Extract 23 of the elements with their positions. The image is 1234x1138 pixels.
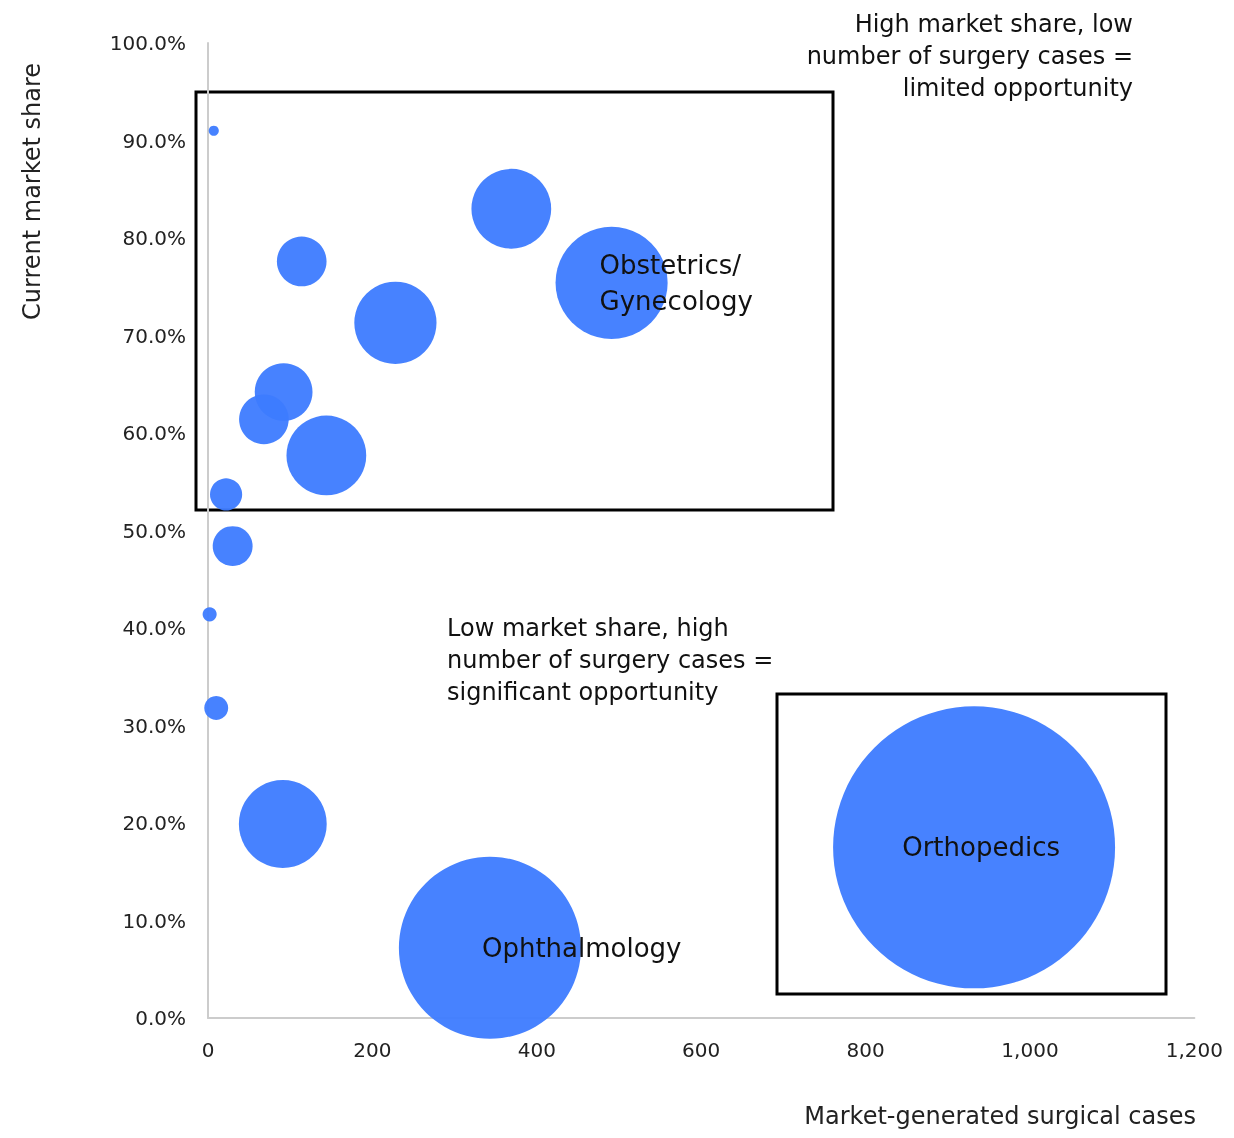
y-tick-label: 50.0% [122,518,186,543]
y-tick-label: 40.0% [122,616,186,640]
y-tick-label: 30.0% [122,713,186,738]
y-tick-label: 80.0% [122,226,186,250]
x-tick-label: 800 [846,1038,885,1062]
y-tick-label: 100.0% [109,31,186,55]
x-axis-title: Market-generated surgical cases [804,1102,1196,1130]
y-tick-label: 70.0% [122,323,186,348]
y-axis-title: Current market share [18,62,46,320]
x-tick-label: 400 [517,1038,556,1062]
annotation: Low market share, high number of surgery cases = significant opportunity [447,614,774,706]
y-tick-label: 90.0% [122,128,186,153]
annotation: Orthopedics [902,832,1060,863]
x-tick-label: 1,200 [1165,1038,1223,1062]
x-tick-label: 1,000 [1001,1038,1059,1062]
y-tick-label: 0.0% [135,1006,186,1030]
y-tick-label: 20.0% [122,811,186,835]
y-tick-label: 10.0% [122,908,186,933]
y-tick-label: 60.0% [122,421,186,445]
x-tick-label: 0 [201,1038,215,1062]
x-tick-label: 600 [682,1038,721,1062]
annotation: High market share, low number of surgery cases = limited opportunity [806,10,1133,102]
x-tick-label: 200 [353,1038,392,1062]
